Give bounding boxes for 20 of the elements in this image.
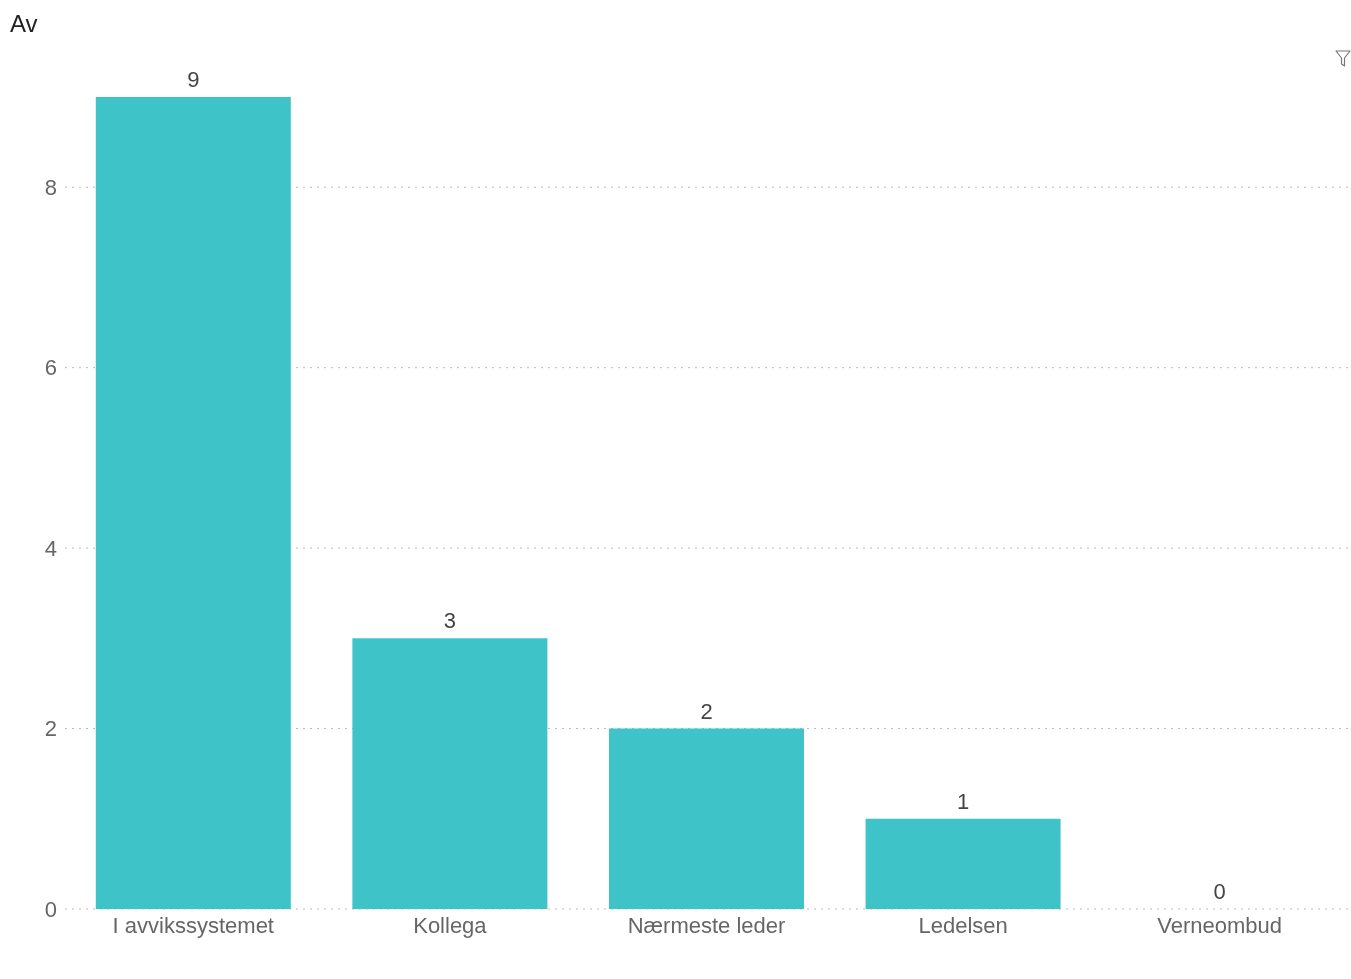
data-label: 0: [1213, 879, 1226, 904]
x-tick-label: I avvikssystemet: [112, 912, 274, 938]
y-tick-label: 2: [44, 716, 57, 742]
bar: [865, 818, 1061, 909]
data-label: 1: [956, 788, 970, 814]
x-tick-label: Nærmeste leder: [627, 912, 786, 938]
data-label: 9: [187, 67, 200, 92]
bar: [608, 728, 804, 909]
y-tick-label: 4: [44, 535, 57, 561]
data-label: 3: [443, 608, 457, 634]
bar: [95, 97, 291, 909]
bar: [352, 638, 548, 909]
y-tick-label: 0: [44, 896, 57, 922]
y-tick-label: 6: [44, 355, 57, 381]
data-label: 2: [700, 698, 713, 724]
x-tick-label: Verneombud: [1157, 912, 1283, 938]
x-tick-label: Ledelsen: [918, 912, 1008, 938]
chart-title: Av: [10, 10, 38, 38]
x-tick-label: Kollega: [413, 912, 488, 938]
y-tick-label: 8: [44, 175, 57, 201]
